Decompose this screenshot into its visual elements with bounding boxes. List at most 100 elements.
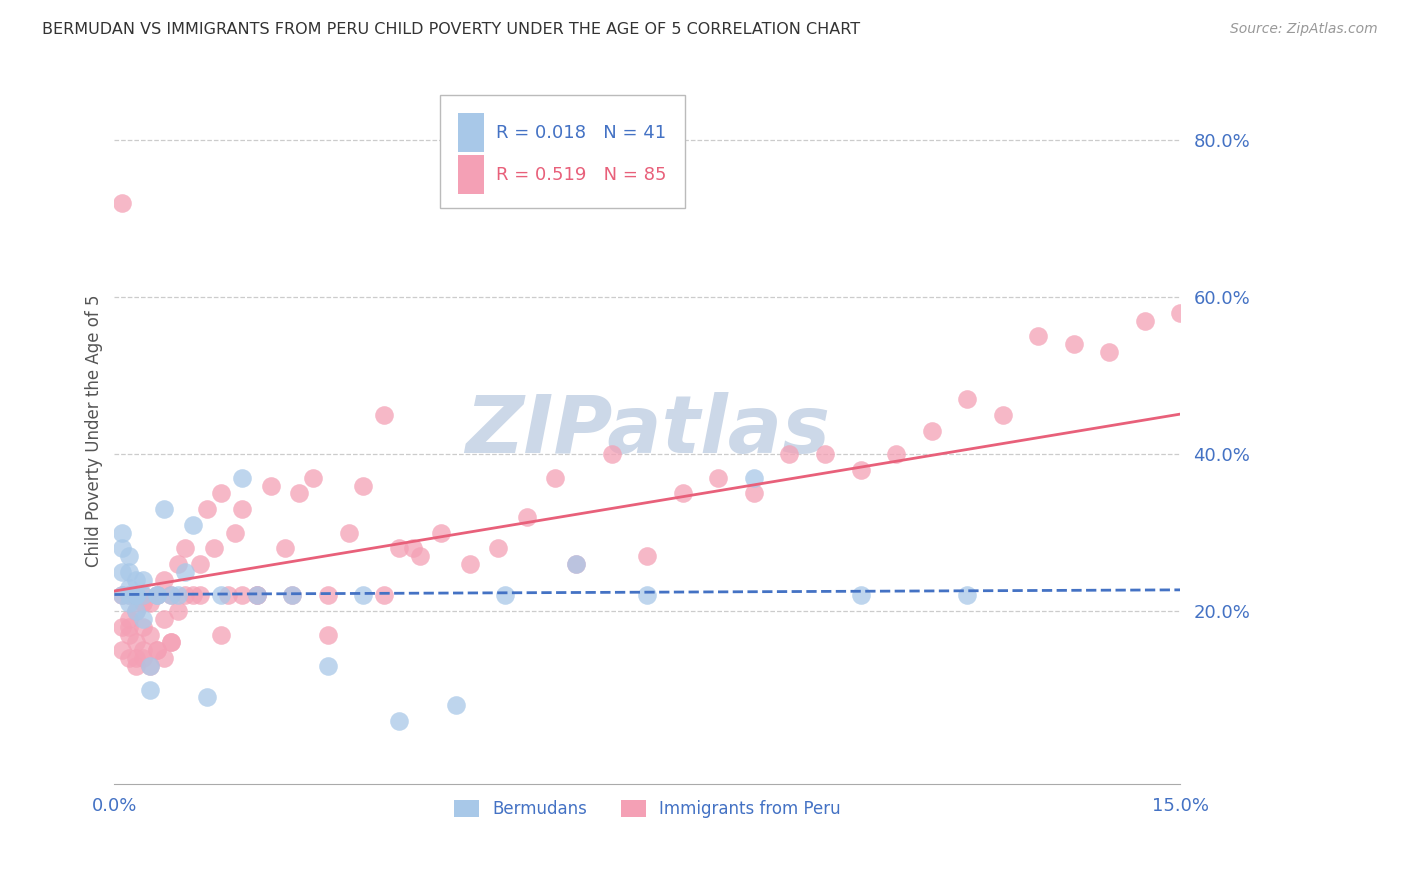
Point bbox=[146, 643, 169, 657]
Y-axis label: Child Poverty Under the Age of 5: Child Poverty Under the Age of 5 bbox=[86, 294, 103, 566]
Point bbox=[402, 541, 425, 556]
Point bbox=[430, 525, 453, 540]
Point bbox=[956, 588, 979, 602]
Point bbox=[117, 596, 139, 610]
Point bbox=[316, 627, 339, 641]
Point bbox=[110, 565, 132, 579]
Point bbox=[779, 447, 801, 461]
Point bbox=[274, 541, 297, 556]
Point bbox=[125, 588, 148, 602]
Point bbox=[117, 588, 139, 602]
Point bbox=[132, 573, 155, 587]
Point bbox=[884, 447, 907, 461]
Point bbox=[742, 471, 765, 485]
Point bbox=[117, 627, 139, 641]
Point bbox=[202, 541, 225, 556]
Point bbox=[132, 643, 155, 657]
Text: Source: ZipAtlas.com: Source: ZipAtlas.com bbox=[1230, 22, 1378, 37]
Point bbox=[160, 635, 183, 649]
Point bbox=[181, 588, 204, 602]
Point bbox=[814, 447, 837, 461]
Point bbox=[117, 549, 139, 563]
FancyBboxPatch shape bbox=[440, 95, 685, 208]
Point bbox=[181, 517, 204, 532]
Point bbox=[125, 588, 148, 602]
Point bbox=[636, 549, 658, 563]
Point bbox=[132, 588, 155, 602]
Text: BERMUDAN VS IMMIGRANTS FROM PERU CHILD POVERTY UNDER THE AGE OF 5 CORRELATION CH: BERMUDAN VS IMMIGRANTS FROM PERU CHILD P… bbox=[42, 22, 860, 37]
Point bbox=[921, 424, 943, 438]
Point bbox=[195, 502, 218, 516]
Point bbox=[117, 612, 139, 626]
Point bbox=[153, 612, 176, 626]
Point bbox=[373, 408, 395, 422]
Point bbox=[174, 588, 197, 602]
Point bbox=[174, 565, 197, 579]
Point bbox=[281, 588, 304, 602]
Point bbox=[139, 659, 162, 673]
Point bbox=[117, 565, 139, 579]
Point bbox=[110, 196, 132, 211]
Point bbox=[217, 588, 239, 602]
Point bbox=[260, 478, 283, 492]
Point bbox=[117, 581, 139, 595]
Point bbox=[125, 604, 148, 618]
Point bbox=[388, 714, 411, 728]
Point bbox=[139, 682, 162, 697]
Point bbox=[188, 557, 211, 571]
Point bbox=[146, 588, 169, 602]
Point bbox=[160, 588, 183, 602]
Point bbox=[565, 557, 588, 571]
Point bbox=[1063, 337, 1085, 351]
Text: R = 0.519   N = 85: R = 0.519 N = 85 bbox=[496, 166, 666, 184]
Point bbox=[742, 486, 765, 500]
Point bbox=[160, 588, 183, 602]
Point bbox=[707, 471, 730, 485]
Point bbox=[167, 557, 190, 571]
Point bbox=[125, 651, 148, 665]
Point bbox=[444, 698, 467, 713]
Point bbox=[991, 408, 1014, 422]
Point bbox=[565, 557, 588, 571]
Point bbox=[1133, 314, 1156, 328]
Point bbox=[110, 541, 132, 556]
Point bbox=[337, 525, 360, 540]
Point bbox=[302, 471, 325, 485]
Point bbox=[544, 471, 567, 485]
Point bbox=[231, 502, 253, 516]
Point bbox=[125, 588, 148, 602]
Point bbox=[117, 620, 139, 634]
Point bbox=[281, 588, 304, 602]
Point bbox=[316, 588, 339, 602]
Point bbox=[125, 659, 148, 673]
Point bbox=[125, 635, 148, 649]
Point bbox=[125, 604, 148, 618]
Point bbox=[153, 573, 176, 587]
Point bbox=[174, 541, 197, 556]
Point bbox=[231, 471, 253, 485]
Point bbox=[209, 486, 232, 500]
Point bbox=[1026, 329, 1049, 343]
Point bbox=[494, 588, 516, 602]
Point bbox=[188, 588, 211, 602]
Point bbox=[672, 486, 695, 500]
Point bbox=[110, 643, 132, 657]
Point bbox=[125, 588, 148, 602]
Legend: Bermudans, Immigrants from Peru: Bermudans, Immigrants from Peru bbox=[447, 793, 848, 825]
Point bbox=[209, 627, 232, 641]
Point bbox=[132, 651, 155, 665]
Point bbox=[636, 588, 658, 602]
Point bbox=[849, 588, 872, 602]
Point bbox=[352, 478, 374, 492]
Point bbox=[146, 588, 169, 602]
Point bbox=[153, 502, 176, 516]
Point bbox=[167, 588, 190, 602]
Point bbox=[409, 549, 432, 563]
Point bbox=[117, 588, 139, 602]
Point bbox=[224, 525, 246, 540]
Point bbox=[146, 643, 169, 657]
Point bbox=[132, 596, 155, 610]
Point bbox=[132, 612, 155, 626]
Point bbox=[110, 588, 132, 602]
Point bbox=[195, 690, 218, 705]
